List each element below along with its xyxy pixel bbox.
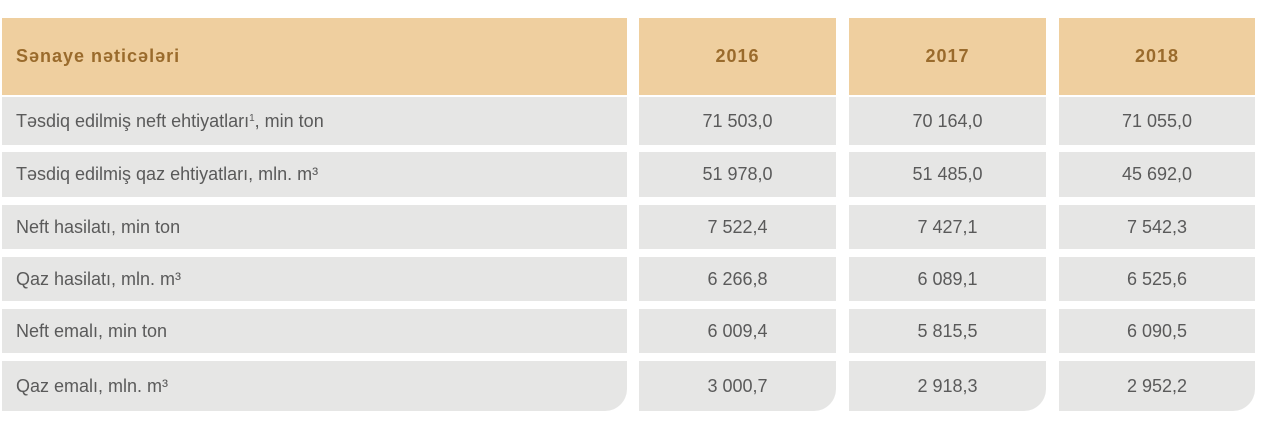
row-value: 51 485,0 — [849, 152, 1046, 197]
row-label: Neft emalı, min ton — [2, 309, 627, 353]
header-year-2016: 2016 — [639, 18, 836, 95]
header-year-2018: 2018 — [1059, 18, 1255, 95]
row-label-text: Qaz hasilatı, mln. m³ — [16, 268, 182, 289]
row-value: 6 266,8 — [639, 257, 836, 301]
row-label: Qaz hasilatı, mln. m³ — [2, 257, 627, 301]
row-label-text: Neft hasilatı, min ton — [16, 216, 181, 237]
row-value: 6 525,6 — [1059, 257, 1255, 301]
row-value: 6 009,4 — [639, 309, 836, 353]
row-value: 7 522,4 — [639, 205, 836, 249]
row-value: 7 427,1 — [849, 205, 1046, 249]
row-value: 70 164,0 — [849, 97, 1046, 145]
header-year-2017: 2017 — [849, 18, 1046, 95]
row-label: Neft hasilatı, min ton — [2, 205, 627, 249]
row-value: 45 692,0 — [1059, 152, 1255, 197]
row-label-text: Təsdiq edilmiş neft ehtiyatları — [16, 110, 250, 131]
row-value: 71 055,0 — [1059, 97, 1255, 145]
row-value: 7 542,3 — [1059, 205, 1255, 249]
row-value: 51 978,0 — [639, 152, 836, 197]
row-value: 3 000,7 — [639, 361, 836, 411]
footnote-marker: 1 — [249, 112, 255, 124]
row-label-text: Qaz emalı, mln. m³ — [16, 375, 169, 396]
row-value: 2 952,2 — [1059, 361, 1255, 411]
row-label: Təsdiq edilmiş neft ehtiyatları 1, min to… — [2, 97, 627, 145]
row-value: 71 503,0 — [639, 97, 836, 145]
row-label-text: Təsdiq edilmiş qaz ehtiyatları, mln. m³ — [16, 164, 319, 184]
row-label-text: Neft emalı, min ton — [16, 320, 168, 341]
row-label: Təsdiq edilmiş qaz ehtiyatları, mln. m³ — [2, 152, 627, 197]
row-value: 6 089,1 — [849, 257, 1046, 301]
row-label: Qaz emalı, mln. m³ — [2, 361, 627, 411]
row-value: 6 090,5 — [1059, 309, 1255, 353]
row-value: 5 815,5 — [849, 309, 1046, 353]
row-value: 2 918,3 — [849, 361, 1046, 411]
header-title: Sənaye nəticələri — [2, 18, 627, 95]
row-unit: , min ton — [254, 110, 324, 131]
